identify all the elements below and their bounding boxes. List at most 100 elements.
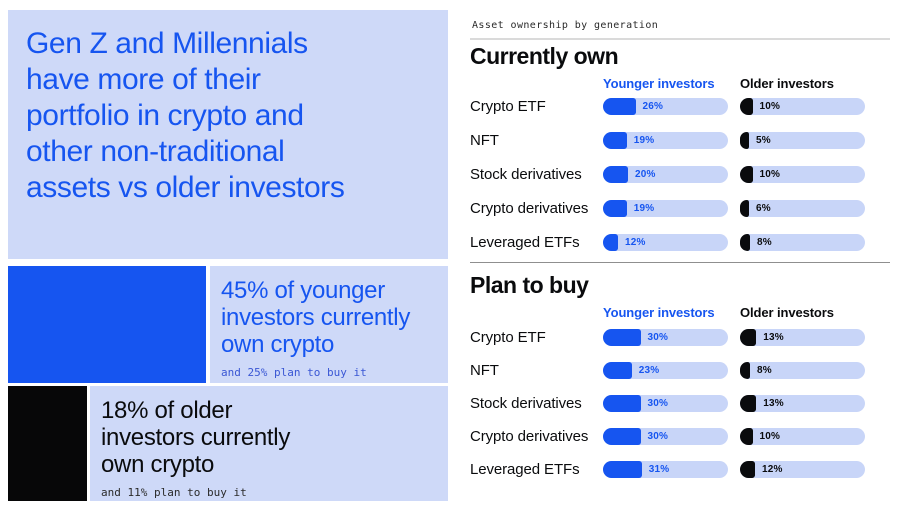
chart-row: Crypto ETF 30 13 — [470, 329, 894, 346]
younger-stat-panel: 45% of younger investors currently own c… — [210, 266, 448, 383]
bar-fill-older — [740, 166, 753, 183]
column-header-younger: Younger investors — [603, 305, 715, 320]
older-stat-subtext: and 11% plan to buy it — [101, 486, 247, 499]
value-label-older: 8 — [757, 237, 772, 248]
bar-track-younger: 31 — [603, 461, 728, 478]
value-label-younger: 30 — [648, 431, 669, 442]
headline-text: Gen Z and Millennials have more of their… — [26, 27, 345, 204]
category-label: Crypto derivatives — [470, 428, 589, 445]
value-label-older: 10 — [760, 101, 781, 112]
value-label-older: 6 — [756, 203, 771, 214]
bar-fill-older — [740, 461, 755, 478]
bar-fill-older — [740, 234, 750, 251]
value-label-younger: 26 — [643, 101, 664, 112]
category-label: Stock derivatives — [470, 166, 582, 183]
column-header-older: Older investors — [740, 76, 834, 91]
bar-track-older: 10 — [740, 166, 865, 183]
divider-middle — [470, 262, 890, 263]
chart-row: NFT 19 5 — [470, 132, 894, 149]
bar-fill-younger — [603, 362, 632, 379]
bar-track-older: 8 — [740, 234, 865, 251]
bar-track-older: 10 — [740, 98, 865, 115]
value-label-younger: 19 — [634, 135, 655, 146]
bar-track-younger: 30 — [603, 329, 728, 346]
bar-fill-younger — [603, 200, 627, 217]
bar-fill-older — [740, 132, 749, 149]
value-label-older: 12 — [762, 464, 783, 475]
bar-fill-older — [740, 395, 757, 412]
older-stat-heading: 18% of older investors currently own cry… — [101, 397, 291, 478]
section-title-plan-to-buy: Plan to buy — [470, 272, 589, 298]
category-label: NFT — [470, 132, 499, 149]
bar-fill-older — [740, 362, 750, 379]
bar-track-older: 8 — [740, 362, 865, 379]
value-label-older: 5 — [756, 135, 771, 146]
chart-kicker: Asset ownership by generation — [472, 20, 659, 31]
bar-fill-older — [740, 98, 753, 115]
bar-track-older: 10 — [740, 428, 865, 445]
bar-fill-older — [740, 329, 757, 346]
chart-row: Crypto ETF 26 10 — [470, 98, 894, 115]
bar-track-younger: 19 — [603, 200, 728, 217]
bar-fill-older — [740, 428, 753, 445]
bar-track-older: 12 — [740, 461, 865, 478]
category-label: NFT — [470, 362, 499, 379]
chart-rows-plan-to-buy: Crypto ETF 30 13 NFT 23 8 — [470, 329, 894, 494]
value-label-older: 10 — [760, 169, 781, 180]
chart-rows-currently-own: Crypto ETF 26 10 NFT 19 5 — [470, 98, 894, 268]
older-stat-bar — [8, 386, 88, 501]
value-label-older: 13 — [763, 332, 784, 343]
value-label-younger: 19 — [634, 203, 655, 214]
bar-fill-older — [740, 200, 749, 217]
chart-row: Crypto derivatives 30 10 — [470, 428, 894, 445]
bar-track-older: 6 — [740, 200, 865, 217]
chart-row: Leveraged ETFs 12 8 — [470, 234, 894, 251]
older-stat-band: 18% of older investors currently own cry… — [8, 386, 448, 501]
value-label-younger: 23 — [639, 365, 660, 376]
chart-panel: Asset ownership by generation Currently … — [470, 0, 894, 509]
value-label-younger: 30 — [648, 332, 669, 343]
bar-track-younger: 26 — [603, 98, 728, 115]
bar-track-younger: 20 — [603, 166, 728, 183]
bar-fill-younger — [603, 132, 627, 149]
category-label: Stock derivatives — [470, 395, 582, 412]
bar-fill-younger — [603, 98, 636, 115]
chart-row: Crypto derivatives 19 6 — [470, 200, 894, 217]
category-label: Leveraged ETFs — [470, 461, 580, 478]
category-label: Crypto ETF — [470, 98, 546, 115]
chart-row: Stock derivatives 20 10 — [470, 166, 894, 183]
younger-stat-bar — [8, 266, 206, 383]
younger-stat-band: 45% of younger investors currently own c… — [8, 266, 448, 383]
bar-track-older: 13 — [740, 329, 865, 346]
bar-fill-younger — [603, 461, 642, 478]
bar-track-younger: 19 — [603, 132, 728, 149]
column-header-younger: Younger investors — [603, 76, 715, 91]
category-label: Leveraged ETFs — [470, 234, 580, 251]
section-title-currently-own: Currently own — [470, 43, 619, 69]
bar-fill-younger — [603, 395, 641, 412]
value-label-older: 10 — [760, 431, 781, 442]
value-label-older: 13 — [763, 398, 784, 409]
older-stat-panel: 18% of older investors currently own cry… — [90, 386, 448, 501]
bar-fill-younger — [603, 329, 641, 346]
bar-track-younger: 23 — [603, 362, 728, 379]
column-header-older: Older investors — [740, 305, 834, 320]
bar-fill-younger — [603, 234, 618, 251]
headline-panel: Gen Z and Millennials have more of their… — [8, 10, 448, 259]
category-label: Crypto ETF — [470, 329, 546, 346]
bar-track-older: 5 — [740, 132, 865, 149]
bar-fill-younger — [603, 428, 641, 445]
younger-stat-subtext: and 25% plan to buy it — [221, 366, 367, 379]
value-label-younger: 31 — [649, 464, 670, 475]
chart-row: NFT 23 8 — [470, 362, 894, 379]
value-label-older: 8 — [757, 365, 772, 376]
chart-row: Leveraged ETFs 31 12 — [470, 461, 894, 478]
bar-track-younger: 30 — [603, 395, 728, 412]
category-label: Crypto derivatives — [470, 200, 589, 217]
value-label-younger: 12 — [625, 237, 646, 248]
younger-stat-heading: 45% of younger investors currently own c… — [221, 277, 411, 358]
bar-track-younger: 12 — [603, 234, 728, 251]
bar-fill-younger — [603, 166, 628, 183]
bar-track-younger: 30 — [603, 428, 728, 445]
